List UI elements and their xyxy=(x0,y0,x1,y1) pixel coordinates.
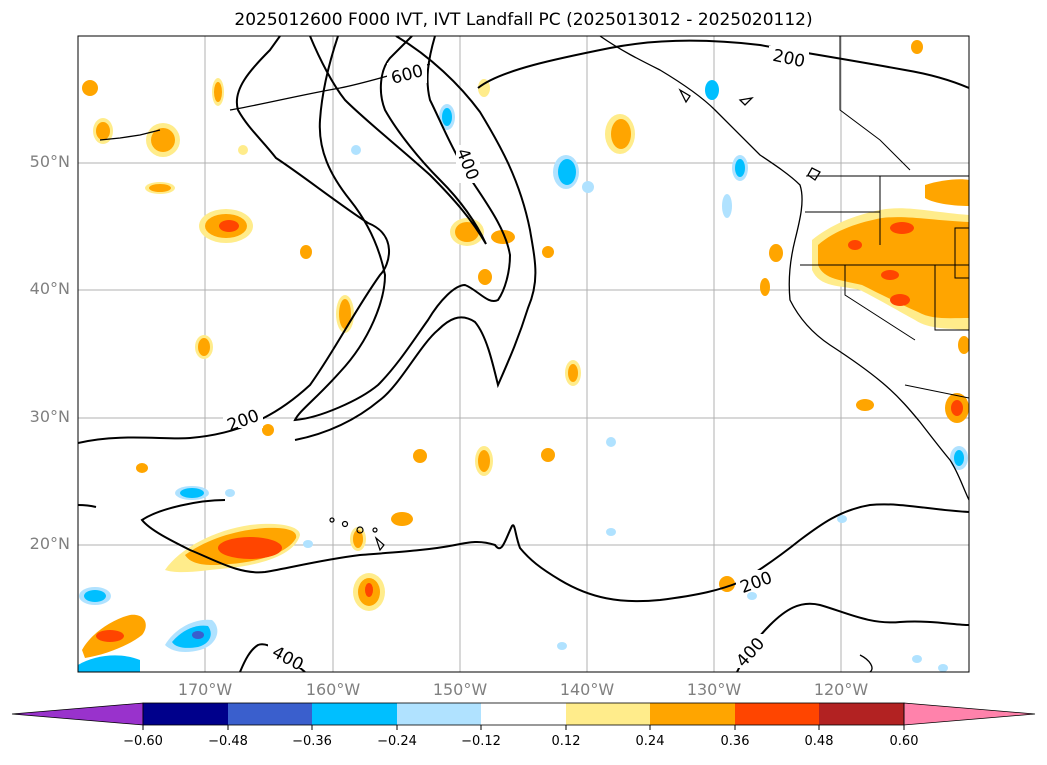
colorbar-bin xyxy=(481,703,566,725)
contour-label-group xyxy=(223,46,809,668)
colorbar-bin xyxy=(312,703,397,725)
map-frame xyxy=(77,35,970,673)
colorbar-bin xyxy=(397,703,481,725)
graticule xyxy=(78,36,969,672)
lat-label-50n: 50°N xyxy=(29,152,70,171)
colorbar-tick-label: −0.36 xyxy=(292,734,332,749)
colorbar-tick-label: −0.24 xyxy=(377,734,417,749)
colorbar-tick-label: 0.60 xyxy=(889,734,919,749)
lon-label-130w: 130°W xyxy=(686,680,742,699)
colorbar-tick-label: 0.24 xyxy=(635,734,665,749)
boundaries xyxy=(800,36,969,399)
colorbar-tick-label: 0.12 xyxy=(551,734,581,749)
lat-label-20n: 20°N xyxy=(29,534,70,553)
colorbar-bin xyxy=(735,703,819,725)
colorbar-tick-label: 0.36 xyxy=(720,734,750,749)
coastline xyxy=(99,36,969,672)
lon-label-150w: 150°W xyxy=(432,680,488,699)
lon-label-120w: 120°W xyxy=(813,680,869,699)
colorbar-tick-label: −0.12 xyxy=(461,734,501,749)
colorbar-tick-label: −0.48 xyxy=(208,734,248,749)
hawaii-islands xyxy=(329,517,385,552)
lon-label-140w: 140°W xyxy=(559,680,615,699)
colorbar-tick-label: 0.48 xyxy=(804,734,834,749)
colorbar-lower-extend xyxy=(11,702,144,726)
colorbar-upper-extend xyxy=(903,702,1036,726)
colorbar-bin xyxy=(819,703,904,725)
colorbar-bin xyxy=(228,703,312,725)
pc-shading xyxy=(78,40,969,672)
lat-label-40n: 40°N xyxy=(29,279,70,298)
colorbar-ticks xyxy=(142,725,905,730)
colorbar-bin xyxy=(566,703,650,725)
colorbar-bin xyxy=(143,703,228,725)
colorbar-bin xyxy=(650,703,735,725)
map-title: 2025012600 F000 IVT, IVT Landfall PC (20… xyxy=(234,10,813,30)
contour-labels: 200 600 400 200 200 400 400 xyxy=(225,46,807,676)
map-plot-area xyxy=(78,36,969,672)
colorbar xyxy=(11,702,1036,730)
lon-label-160w: 160°W xyxy=(305,680,361,699)
colorbar-tick-label: −0.60 xyxy=(123,734,163,749)
lon-label-170w: 170°W xyxy=(177,680,233,699)
lat-label-30n: 30°N xyxy=(29,407,70,426)
ivt-contours xyxy=(78,36,969,672)
